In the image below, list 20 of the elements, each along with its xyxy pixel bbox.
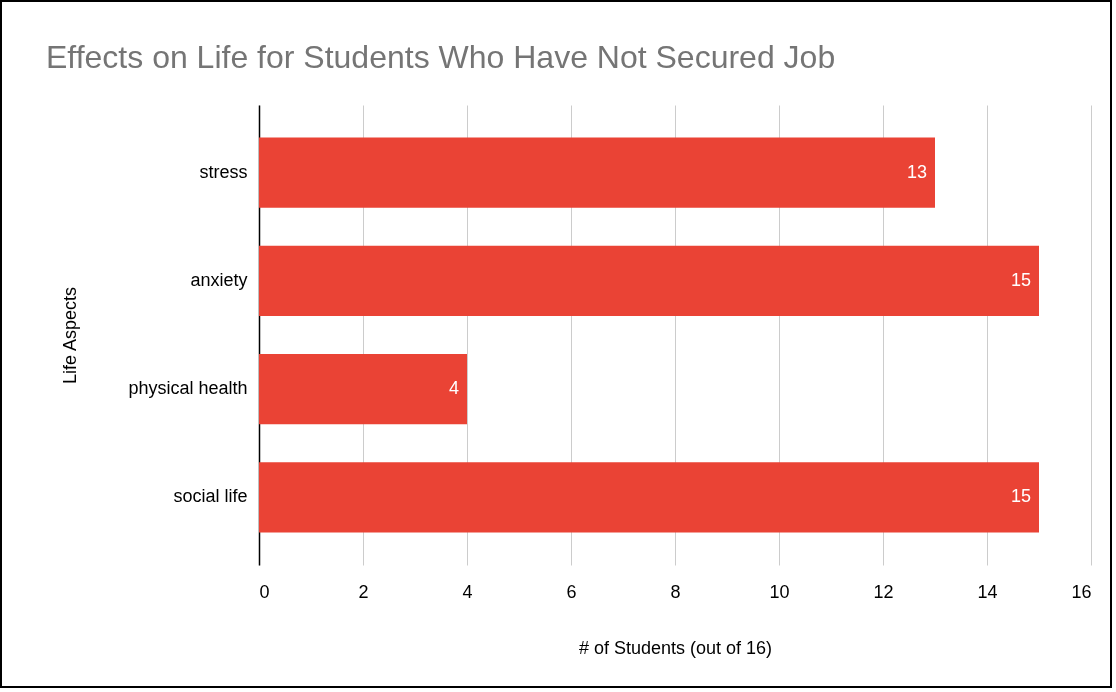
x-tick-label: 0 — [259, 581, 270, 602]
x-tick-label: 8 — [670, 581, 681, 602]
y-tick-label: stress — [199, 161, 248, 182]
x-tick-label: 14 — [977, 581, 998, 602]
chart-title: Effects on Life for Students Who Have Not Secured Job — [46, 39, 836, 75]
x-tick-label: 2 — [358, 581, 369, 602]
x-tick-label: 4 — [462, 581, 473, 602]
data-label: 13 — [906, 161, 927, 182]
y-tick-label: anxiety — [190, 269, 248, 290]
data-label: 15 — [1010, 269, 1031, 290]
y-axis-title: Life Aspects — [59, 286, 80, 385]
x-tick-label: 12 — [873, 581, 894, 602]
data-label: 4 — [448, 378, 459, 399]
x-tick-label: 10 — [769, 581, 790, 602]
x-tick-label: 16 — [1071, 581, 1092, 602]
y-tick-label: social life — [173, 486, 248, 507]
x-tick-label: 6 — [566, 581, 577, 602]
x-axis-title: # of Students (out of 16) — [578, 637, 773, 658]
data-label: 15 — [1010, 486, 1031, 507]
y-tick-label: physical health — [128, 378, 248, 399]
